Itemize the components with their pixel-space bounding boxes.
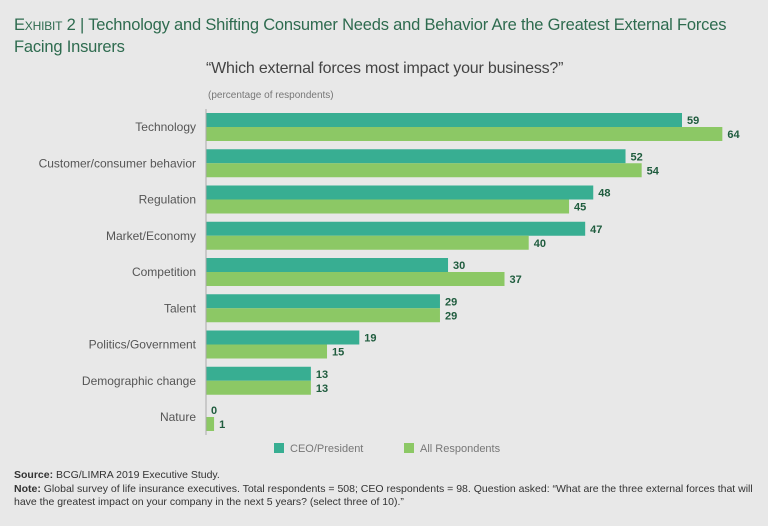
bar-all — [206, 163, 642, 178]
bar-all — [206, 380, 311, 395]
value-label: 29 — [445, 310, 457, 322]
legend-label: CEO/President — [290, 443, 363, 455]
value-label: 48 — [598, 188, 610, 200]
value-label: 52 — [631, 151, 643, 163]
bar-ceo — [206, 113, 682, 127]
bar-ceo — [206, 294, 440, 309]
category-label: Market/Economy — [106, 229, 196, 243]
value-label: 29 — [445, 296, 457, 308]
chart-question: “Which external forces most impact your … — [206, 60, 564, 77]
note-text: Global survey of life insurance executiv… — [14, 482, 753, 509]
exhibit-title: Exhibit 2 | Technology and Shifting Cons… — [14, 14, 754, 58]
value-label: 47 — [590, 224, 602, 236]
category-label: Talent — [164, 301, 197, 315]
bar-ceo — [206, 221, 586, 236]
value-label: 13 — [316, 383, 328, 395]
category-label: Demographic change — [82, 374, 196, 388]
legend-swatch-all — [404, 443, 414, 453]
value-label: 54 — [647, 165, 660, 177]
category-label: Customer/consumer behavior — [39, 156, 196, 170]
source-text: BCG/LIMRA 2019 Executive Study. — [53, 469, 220, 481]
value-label: 37 — [510, 274, 522, 286]
bar-all — [206, 344, 328, 359]
bar-all — [206, 235, 529, 250]
exhibit-title-text: Technology and Shifting Consumer Needs a… — [14, 16, 727, 56]
note-label: Note: — [14, 482, 41, 495]
bar-ceo — [206, 185, 594, 200]
category-label: Nature — [160, 410, 196, 424]
category-label: Technology — [135, 120, 196, 134]
bar-all — [206, 308, 440, 323]
value-label: 0 — [211, 405, 217, 417]
bar-all — [206, 417, 215, 431]
value-label: 64 — [727, 129, 740, 141]
footer: Source: BCG/LIMRA 2019 Executive Study. … — [14, 469, 754, 510]
source-label: Source: — [14, 469, 54, 481]
bar-all — [206, 127, 723, 141]
title-separator: | — [75, 16, 89, 34]
note-line: Note: Global survey of life insurance ex… — [14, 483, 754, 510]
value-label: 40 — [534, 238, 546, 250]
bar-ceo — [206, 330, 360, 345]
chart-units: (percentage of respondents) — [208, 90, 334, 101]
value-label: 1 — [219, 419, 225, 431]
bar-ceo — [206, 258, 449, 272]
exhibit-number: Exhibit 2 — [14, 16, 76, 34]
value-label: 59 — [687, 115, 699, 127]
value-label: 19 — [364, 333, 376, 345]
legend-swatch-ceo — [274, 443, 284, 453]
value-label: 15 — [332, 347, 344, 359]
bar-all — [206, 199, 570, 214]
legend-label: All Respondents — [420, 443, 501, 455]
category-label: Competition — [132, 265, 196, 279]
value-label: 13 — [316, 369, 328, 381]
category-label: Regulation — [139, 193, 196, 207]
bar-chart: Technology 59 64 Customer/consumer behavior… — [39, 109, 740, 455]
value-label: 45 — [574, 202, 586, 214]
bar-ceo — [206, 366, 311, 381]
bar-ceo — [206, 149, 626, 164]
category-label: Politics/Government — [89, 338, 197, 352]
value-label: 30 — [453, 260, 465, 272]
bar-all — [206, 272, 505, 286]
source-line: Source: BCG/LIMRA 2019 Executive Study. — [14, 469, 754, 483]
